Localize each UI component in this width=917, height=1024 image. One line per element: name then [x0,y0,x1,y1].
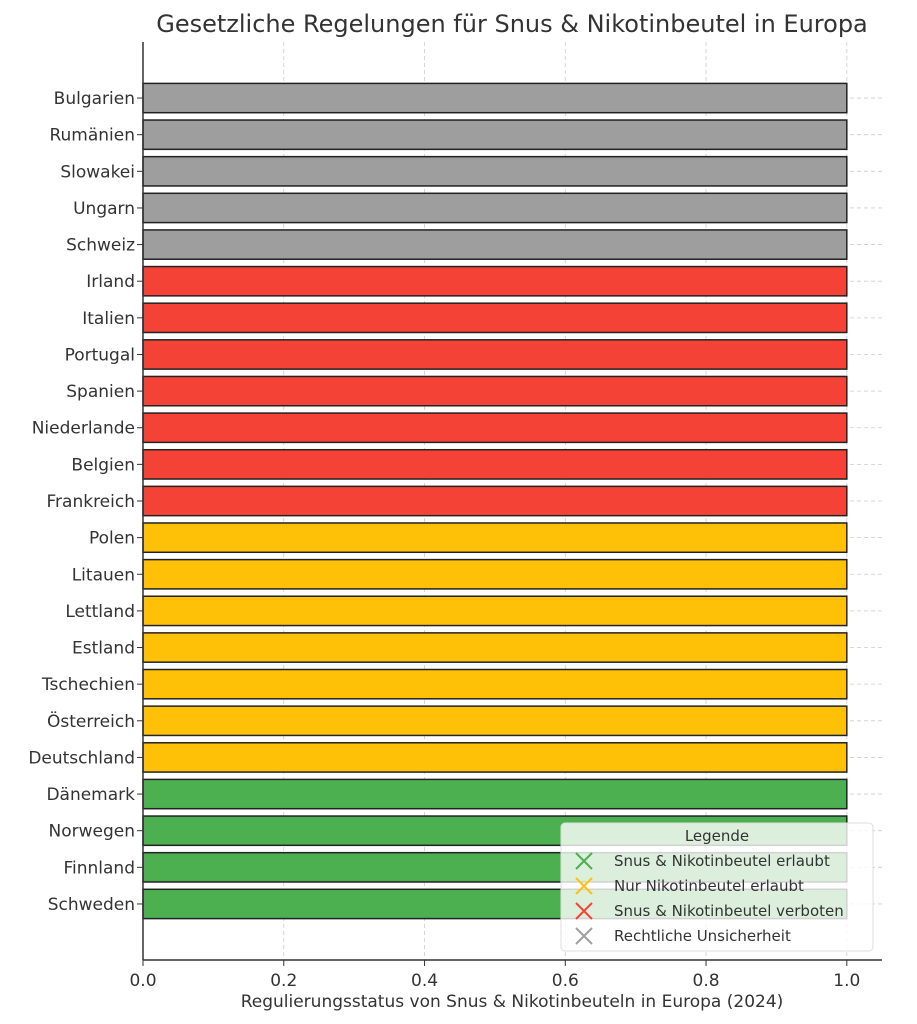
legend-entry-label: Snus & Nikotinbeutel erlaubt [614,852,830,870]
y-tick-label: Norwegen [49,822,136,842]
x-tick-label: 0.6 [552,971,579,991]
legend-cross-icon [575,902,593,920]
bar-belgien [142,448,848,480]
y-tick-label: Belgien [71,455,135,475]
x-axis-label: Regulierungsstatus von Snus & Nikotinbeu… [241,992,784,1012]
legend-cross-icon [575,927,593,945]
y-tick-label: Finnland [63,858,135,878]
y-tick-label: Estland [72,639,135,659]
legend-box [560,822,874,952]
legend-cross-icon [575,877,593,895]
x-tick-label: 0.0 [129,971,156,991]
bar-litauen [142,558,848,590]
x-tick-label: 0.4 [411,971,438,991]
y-tick-label: Niederlande [32,419,135,439]
bar-slowakei [142,155,848,187]
bar-italien [142,302,848,334]
y-tick-label: Lettland [65,602,135,622]
legend-title: Legende [685,827,749,845]
y-tick-label: Bulgarien [54,89,135,109]
bar-bulgarien [142,82,848,114]
bar-estland [142,632,848,663]
legend-cross-icon [575,852,593,870]
y-tick-label: Litauen [72,565,135,585]
y-tick-label: Polen [89,529,135,549]
bar-rumänien [142,119,848,151]
y-tick-label: Tschechien [41,675,135,695]
bar-schweiz [142,229,848,260]
bar-niederlande [142,412,848,444]
bar-irland [142,265,848,297]
bar-spanien [142,375,848,407]
y-tick-label: Deutschland [28,748,135,768]
legend-entry-label: Snus & Nikotinbeutel verboten [614,902,844,920]
legend-entry-label: Rechtliche Unsicherheit [614,927,791,945]
y-tick-label: Ungarn [73,199,135,219]
x-tick-label: 1.0 [833,971,860,991]
y-tick-label: Slowakei [60,162,135,182]
x-tick-label: 0.8 [693,971,720,991]
y-tick-label: Italien [82,309,135,329]
bar-dänemark [142,778,848,810]
y-tick-label: Schweden [48,895,135,915]
bar-portugal [142,339,848,370]
bar-ungarn [142,192,848,224]
y-tick-label: Österreich [47,710,135,732]
legend-entry-label: Nur Nikotinbeutel erlaubt [614,877,804,895]
bar-deutschland [142,742,848,773]
y-tick-label: Portugal [65,345,135,365]
bar-frankreich [142,485,848,517]
bar-tschechien [142,668,848,700]
y-tick-label: Rumänien [49,126,135,146]
bar-polen [142,522,848,554]
legend: Legende Snus & Nikotinbeutel erlaubt Nur N… [560,822,874,952]
y-tick-label: Irland [86,272,135,292]
y-tick-label: Frankreich [47,492,136,512]
y-tick-label: Dänemark [46,785,135,805]
chart-title: Gesetzliche Regelungen für Snus & Nikoti… [156,10,868,38]
y-tick-label: Schweiz [66,236,135,256]
bar-lettland [142,595,848,627]
x-tick-label: 0.2 [270,971,297,991]
bar-österreich [142,705,848,737]
y-tick-label: Spanien [66,382,135,402]
